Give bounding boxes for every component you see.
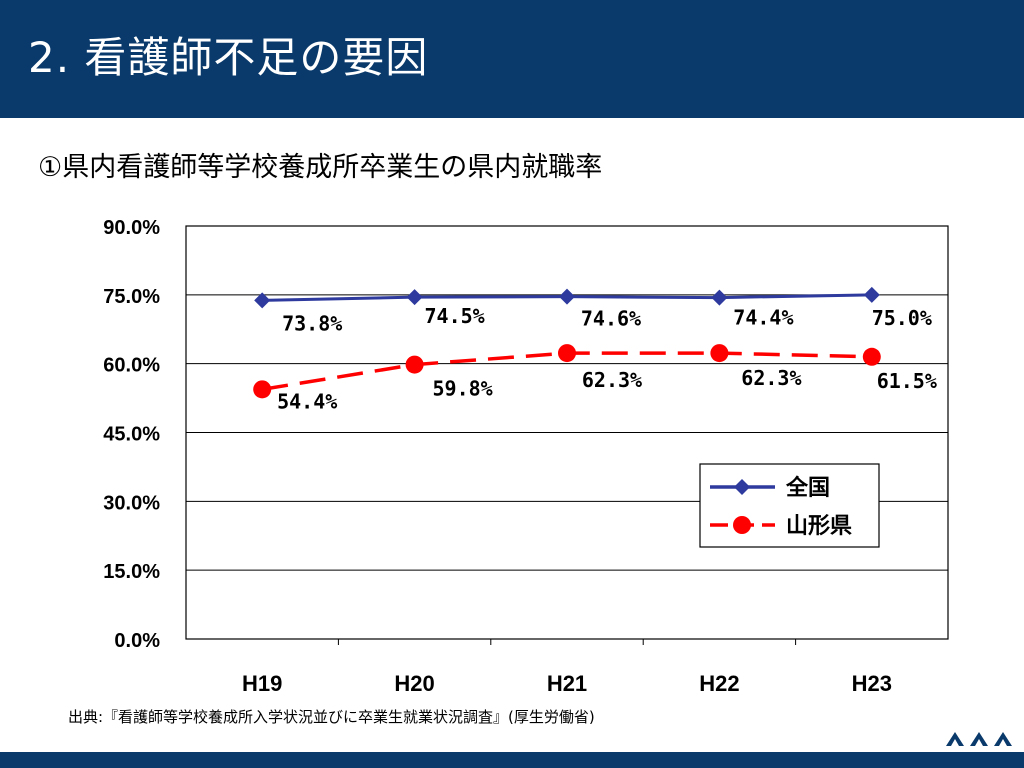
data-label-zenkoku: 73.8%	[282, 311, 342, 335]
y-tick-label: 60.0%	[103, 355, 160, 377]
data-point-zenkoku	[863, 286, 880, 303]
footer-bar	[0, 752, 1024, 768]
data-point-yamagata	[253, 380, 272, 399]
chart-subtitle: ①県内看護師等学校養成所卒業生の県内就職率	[38, 152, 603, 183]
data-point-zenkoku	[559, 288, 575, 305]
x-tick-label: H21	[547, 671, 587, 696]
y-tick-label: 45.0%	[103, 424, 160, 446]
data-label-zenkoku: 74.6%	[581, 307, 641, 331]
page-title: 2. 看護師不足の要因	[28, 33, 429, 82]
x-tick-label: H22	[699, 671, 739, 696]
data-point-yamagata	[710, 344, 729, 363]
data-label-zenkoku: 75.0%	[872, 306, 932, 330]
legend-label-zenkoku: 全国	[785, 475, 830, 501]
data-label-yamagata: 61.5%	[877, 369, 937, 393]
x-tick-label: H23	[852, 671, 892, 696]
data-label-yamagata: 62.3%	[741, 366, 801, 390]
data-point-zenkoku	[254, 292, 271, 309]
legend-marker-zenkoku	[734, 479, 750, 495]
x-tick-label: H19	[242, 671, 282, 696]
y-tick-label: 15.0%	[103, 561, 160, 583]
source-citation: 出典:『看護師等学校養成所入学状況並びに卒業生就業状況調査』(厚生労働省)	[68, 708, 595, 726]
y-tick-label: 30.0%	[103, 492, 160, 514]
data-label-zenkoku: 74.5%	[424, 304, 484, 328]
legend-label-yamagata: 山形県	[786, 514, 852, 539]
legend-marker-yamagata	[733, 516, 751, 534]
employment-rate-line-chart: 0.0% 15.0% 30.0% 45.0% 60.0% 75.0% 90.0% H19 H20…	[103, 217, 949, 696]
y-tick-label: 0.0%	[114, 630, 160, 652]
data-point-zenkoku	[711, 289, 728, 306]
data-label-zenkoku: 74.4%	[733, 306, 793, 330]
x-tick-label: H20	[394, 671, 434, 696]
brand-logo-icon	[946, 732, 1012, 746]
y-tick-label: 90.0%	[103, 217, 160, 239]
data-label-yamagata: 62.3%	[582, 368, 642, 392]
data-label-yamagata: 54.4%	[277, 389, 337, 413]
legend-box	[699, 463, 880, 548]
data-point-yamagata	[558, 344, 576, 363]
data-point-zenkoku	[406, 289, 423, 306]
data-label-yamagata: 59.8%	[432, 377, 492, 401]
header-bar: 2. 看護師不足の要因	[0, 0, 1024, 118]
data-point-yamagata	[405, 355, 424, 374]
data-point-yamagata	[862, 347, 881, 366]
y-tick-label: 75.0%	[103, 286, 160, 308]
